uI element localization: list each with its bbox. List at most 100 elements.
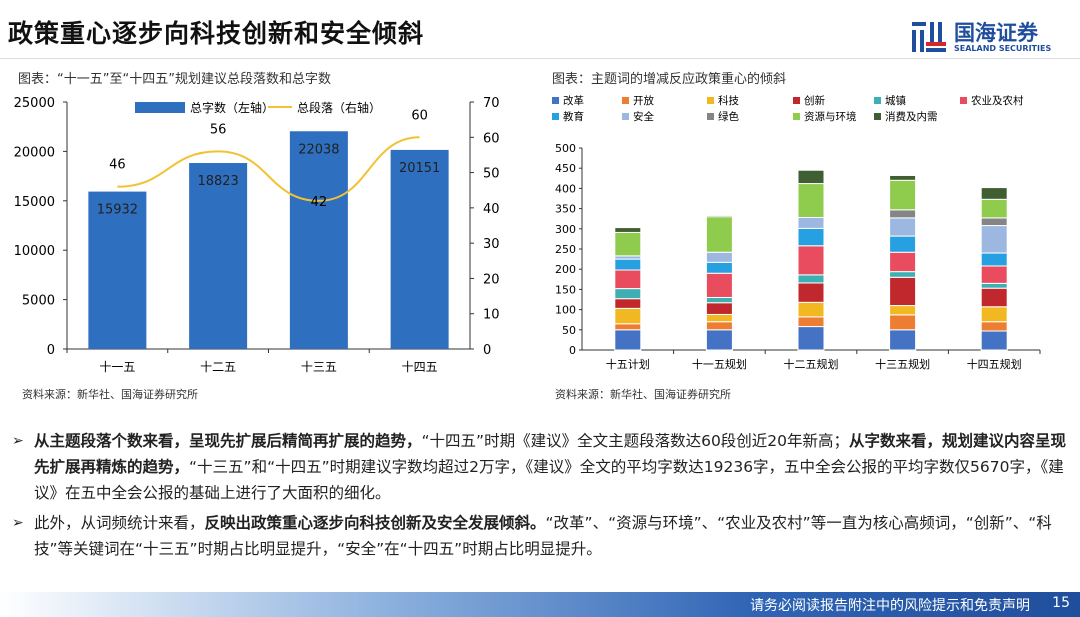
- stacked-bar-segment: [705, 313, 733, 323]
- y-tick-label: 300: [555, 223, 576, 236]
- legend-swatch: [793, 97, 800, 104]
- page-number: 15: [1052, 595, 1070, 611]
- sealand-logo-icon: [910, 20, 948, 54]
- arrow-bullet-icon: ➢: [12, 433, 24, 449]
- logo-text-cn: 国海证券: [954, 20, 1038, 45]
- y2-tick-label: 0: [483, 343, 491, 358]
- stacked-bar-segment: [614, 329, 642, 351]
- legend-swatch: [552, 97, 559, 104]
- y2-tick-label: 10: [483, 308, 500, 323]
- y-tick-label: 5000: [22, 294, 55, 309]
- stacked-bar-segment: [980, 252, 1008, 267]
- y-tick-label: 150: [555, 283, 576, 296]
- body-text: “十三五”和“十四五”时期建议字数均超过2万字，《建议》全文的平均字数达1923…: [34, 458, 1064, 502]
- x-tick-label: 十五计划: [606, 357, 650, 371]
- y-tick-label: 15000: [14, 195, 55, 210]
- stacked-bar-segment: [889, 251, 917, 273]
- y-tick-label: 250: [555, 243, 576, 256]
- bar: [289, 131, 348, 349]
- logo: 国海证券 SEALAND SECURITIES: [910, 20, 1051, 54]
- arrow-bullet-icon: ➢: [12, 515, 24, 531]
- bar: [88, 191, 147, 349]
- legend-swatch: [874, 113, 881, 120]
- stacked-bar-segment: [705, 214, 733, 218]
- stacked-bar-segment: [797, 274, 825, 284]
- stacked-bar-segment: [889, 271, 917, 278]
- stacked-bar-segment: [980, 225, 1008, 254]
- y-tick-label: 0: [569, 344, 576, 357]
- bar-data-label: 22038: [298, 142, 339, 157]
- x-tick-label: 十二五: [200, 360, 236, 374]
- stacked-bar-segment: [797, 301, 825, 318]
- line-data-label: 46: [109, 158, 126, 173]
- stacked-bar-segment: [705, 321, 733, 331]
- stacked-bar-segment: [797, 326, 825, 351]
- stacked-bar-segment: [797, 216, 825, 229]
- y-tick-label: 500: [555, 142, 576, 155]
- stacked-bar-segment: [614, 288, 642, 300]
- legend-label: 开放: [633, 94, 654, 107]
- legend-label: 科技: [718, 94, 739, 107]
- y2-tick-label: 60: [483, 131, 500, 146]
- bold-text: 从字数来看，规划建议内容呈现先扩展再精炼的趋势，: [34, 432, 1067, 476]
- stacked-bar-segment: [705, 261, 733, 274]
- stacked-bar-segment: [889, 235, 917, 253]
- legend-label: 绿色: [718, 110, 739, 123]
- legend-swatch: [707, 113, 714, 120]
- y-tick-label: 100: [555, 304, 576, 317]
- right-chart-source: 资料来源：新华社、国海证券研究所: [555, 388, 731, 401]
- legend-label: 总字数（左轴）: [190, 100, 274, 115]
- x-tick-label: 十一五: [99, 360, 135, 374]
- y-tick-label: 350: [555, 203, 576, 216]
- right-chart-caption: 图表：主题词的增减反应政策重心的倾斜: [552, 72, 787, 87]
- y2-tick-label: 70: [483, 96, 500, 111]
- stacked-bar-segment: [614, 269, 642, 290]
- legend-label: 安全: [633, 110, 654, 123]
- header-divider: [0, 58, 1080, 59]
- legend-swatch: [960, 97, 967, 104]
- y-tick-label: 20000: [14, 145, 55, 160]
- legend-swatch: [552, 113, 559, 120]
- stacked-bar-segment: [889, 305, 917, 316]
- stacked-bar-segment: [614, 298, 642, 309]
- stacked-bar-segment: [889, 329, 917, 351]
- body-text: “改革”、“资源与环境”、“农业及农村”等一直为核心高频词，“创新”、“科技”等…: [34, 514, 1052, 558]
- body-text: “十四五”时期《建议》全文主题段落数达60段创近20年新高；: [421, 432, 850, 450]
- logo-text-en: SEALAND SECURITIES: [954, 43, 1052, 53]
- legend-label: 总段落（右轴）: [297, 100, 381, 115]
- stacked-bar-segment: [705, 296, 733, 304]
- legend-swatch: [707, 97, 714, 104]
- bullet-list: ➢ 从主题段落个数来看，呈现先扩展后精简再扩展的趋势，“十四五”时期《建议》全文主…: [12, 428, 1072, 566]
- legend-label: 农业及农村: [971, 94, 1024, 107]
- bar-data-label: 18823: [197, 174, 238, 189]
- right-chart: 0 50 100 150 200 250 300 350 400 450 500 十五计划 十一五规划 十…: [552, 94, 1041, 371]
- stacked-bar-segment: [980, 282, 1008, 289]
- line-data-label: 42: [311, 195, 328, 210]
- stacked-bar-segment: [797, 227, 825, 247]
- line-series: [117, 136, 420, 202]
- body-text: 此外，从词频统计来看，: [34, 514, 205, 532]
- left-chart: 0 5000 10000 15000 20000 25000 0 10 20 30 40 50 60 70…: [14, 96, 500, 374]
- stacked-bar-segment: [705, 272, 733, 298]
- footer: 请务必阅读报告附注中的风险提示和免责声明 15: [0, 592, 1080, 617]
- left-chart-source: 资料来源：新华社、国海证券研究所: [22, 388, 198, 401]
- y-tick-label: 50: [562, 324, 576, 337]
- stacked-bar-segment: [980, 187, 1008, 200]
- y-tick-label: 25000: [14, 96, 55, 111]
- line-data-label: 56: [210, 122, 227, 137]
- stacked-bar-segment: [614, 258, 642, 271]
- y-tick-label: 400: [555, 182, 576, 195]
- legend-label: 资源与环境: [804, 110, 857, 123]
- x-tick-label: 十一五规划: [692, 357, 747, 371]
- stacked-bar-segment: [889, 209, 917, 219]
- stacked-bar-segment: [705, 251, 733, 263]
- stacked-bar-segment: [797, 245, 825, 276]
- page-title: 政策重心逐步向科技创新和安全倾斜: [8, 19, 425, 48]
- y2-tick-label: 40: [483, 202, 500, 217]
- stacked-bar-segment: [980, 265, 1008, 284]
- stacked-bar-segment: [614, 323, 642, 331]
- stacked-bar-segment: [889, 276, 917, 307]
- stacked-bar-segment: [614, 231, 642, 257]
- stacked-bar-segment: [889, 179, 917, 211]
- legend-label: 教育: [563, 110, 584, 123]
